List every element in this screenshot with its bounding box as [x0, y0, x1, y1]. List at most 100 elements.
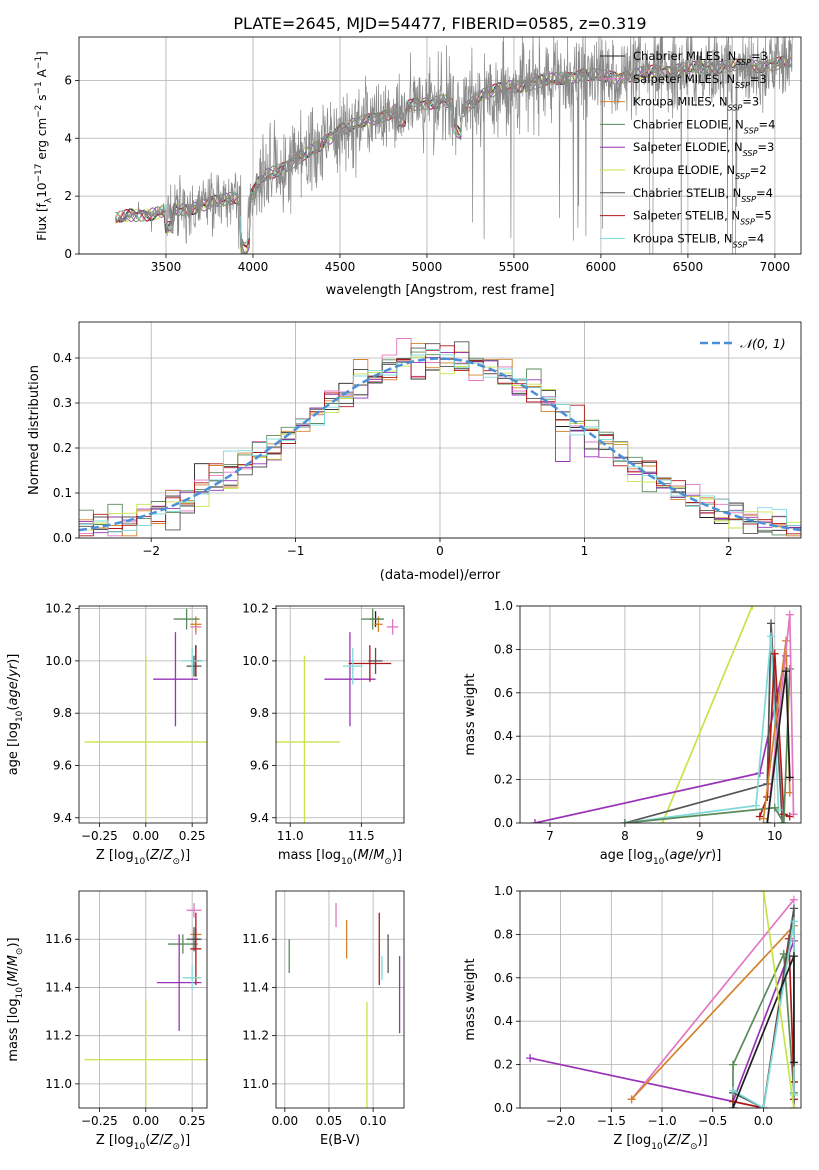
y-tick-label: 9.8: [250, 706, 269, 720]
y-axis-label: Normed distribution: [27, 365, 42, 495]
label-span: ⊙: [172, 1142, 180, 1152]
error-bars: [84, 608, 207, 823]
label-span: (: [353, 848, 358, 863]
y-tick-label: 11.6: [242, 932, 269, 946]
weight-marker: [789, 917, 798, 926]
axes-frame: [519, 605, 802, 824]
legend-label: Chabrier STELIB, NSSP=4: [633, 186, 773, 204]
x-tick-label: −0.25: [81, 829, 118, 843]
x-tick-label: −0.5: [698, 1114, 727, 1128]
weight-marker: [658, 819, 667, 823]
error-bars: [84, 903, 207, 1108]
figure-title: PLATE=2645, MJD=54477, FIBERID=0585, z=0…: [233, 14, 646, 33]
label-span: /: [694, 848, 699, 863]
x-tick-label: 9: [696, 829, 704, 843]
label-span: −17: [34, 164, 44, 183]
y-tick-label: 0.0: [494, 816, 513, 830]
y-tick-label: 11.0: [242, 1077, 269, 1091]
y-tick-label: 0.2: [494, 1058, 513, 1072]
legend-text: Kroupa MILES, N: [633, 95, 728, 109]
label-span: M: [373, 848, 384, 863]
label-span: Z: [149, 1133, 160, 1148]
label-span: Z: [667, 1133, 678, 1148]
label-span: −2: [34, 105, 44, 118]
legend-label: Chabrier MILES, NSSP=3: [633, 49, 768, 67]
legend-subscript: SSP: [736, 58, 751, 67]
weight-marker: [767, 619, 776, 628]
legend-label: Kroupa ELODIE, NSSP=2: [633, 163, 767, 181]
y-tick-label: 0.3: [53, 396, 72, 410]
weight-marker: [752, 801, 761, 810]
label-span: 10: [15, 987, 25, 999]
y-tick-label: 0.8: [494, 642, 513, 656]
legend-label: Salpeter STELIB, NSSP=5: [633, 209, 772, 227]
y-tick-label: 0.4: [53, 351, 72, 365]
y-tick-label: 11.4: [242, 980, 269, 994]
legend-text: =5: [755, 209, 772, 223]
weight-marker: [763, 819, 772, 823]
label-span: /: [677, 1133, 682, 1148]
label-span: (: [663, 1133, 668, 1148]
legend-text: =3: [757, 140, 774, 154]
x-tick-label: 5000: [412, 260, 443, 274]
y-tick-label: 0.0: [53, 531, 72, 545]
y-tick-label: 9.6: [250, 758, 269, 772]
x-tick-label: 3500: [151, 260, 182, 274]
x-tick-label: 11.0: [277, 829, 304, 843]
legend-text: Chabrier ELODIE, N: [633, 117, 744, 131]
label-span: M: [358, 848, 369, 863]
error-bars: [276, 608, 399, 823]
weight-marker: [627, 1095, 636, 1104]
x-tick-label: 11.5: [348, 829, 375, 843]
label-span: )]: [392, 848, 402, 863]
label-span: Z [log: [613, 1133, 651, 1148]
label-span: age [log: [600, 848, 653, 863]
x-tick-label: 0.00: [271, 1114, 298, 1128]
weight-marker: [748, 606, 757, 610]
label-span: age [log: [6, 722, 21, 775]
legend-subscript: SSP: [744, 126, 759, 135]
label-span: )]: [180, 848, 190, 863]
x-tick-label: 0.25: [179, 829, 206, 843]
legend-subscript: SSP: [743, 149, 758, 158]
legend-label: Salpeter MILES, NSSP=3: [633, 72, 767, 90]
x-axis-label: Z [log10(Z/Z⊙)]: [96, 848, 190, 867]
label-span: M: [6, 971, 21, 982]
legend-label: Chabrier ELODIE, NSSP=4: [633, 117, 775, 135]
legend-text: Chabrier MILES, N: [633, 49, 736, 63]
label-span: /: [369, 848, 374, 863]
legend-text: Salpeter ELODIE, N: [633, 140, 743, 154]
legend-label: Salpeter ELODIE, NSSP=3: [633, 140, 774, 158]
y-tick-label: 0.2: [53, 441, 72, 455]
label-span: Z: [680, 1133, 691, 1148]
x-tick-label: 1: [581, 544, 589, 558]
label-span: age: [669, 848, 693, 863]
label-span: Z [log: [96, 848, 134, 863]
weight-marker: [785, 773, 794, 782]
label-span: (: [664, 848, 669, 863]
weight-marker: [770, 803, 779, 812]
y-tick-label: 11.2: [242, 1029, 269, 1043]
x-tick-label: 0.0: [754, 1114, 773, 1128]
axes-frame: [78, 890, 208, 1109]
weight-marker: [759, 1104, 768, 1108]
error-bars: [288, 903, 401, 1108]
y-tick-label: 0.2: [494, 773, 513, 787]
legend-text: Salpeter STELIB, N: [633, 209, 740, 223]
y-tick-label: 0.4: [494, 1014, 513, 1028]
y-tick-label: 10.2: [45, 602, 72, 616]
observed-spectrum-line: [115, 37, 793, 254]
label-span: )]: [698, 1133, 708, 1148]
y-tick-label: 2: [64, 189, 72, 203]
weight-line: [624, 623, 784, 823]
legend-text: Salpeter MILES, N: [633, 72, 735, 86]
weight-marker: [785, 610, 794, 619]
x-tick-label: −2: [142, 544, 160, 558]
x-axis-label: Z [log10(Z/Z⊙)]: [96, 1133, 190, 1152]
residual-histogram-panel: −2 −1 0 1 2 0.0 0.1 0.2 0.3 0.4 𝒩(0, 1) (data-model…: [27, 321, 802, 583]
axes-frame: [78, 605, 208, 824]
weight-line: [732, 953, 795, 1108]
x-axis-label: mass [log10(M/M⊙)]: [278, 848, 402, 867]
